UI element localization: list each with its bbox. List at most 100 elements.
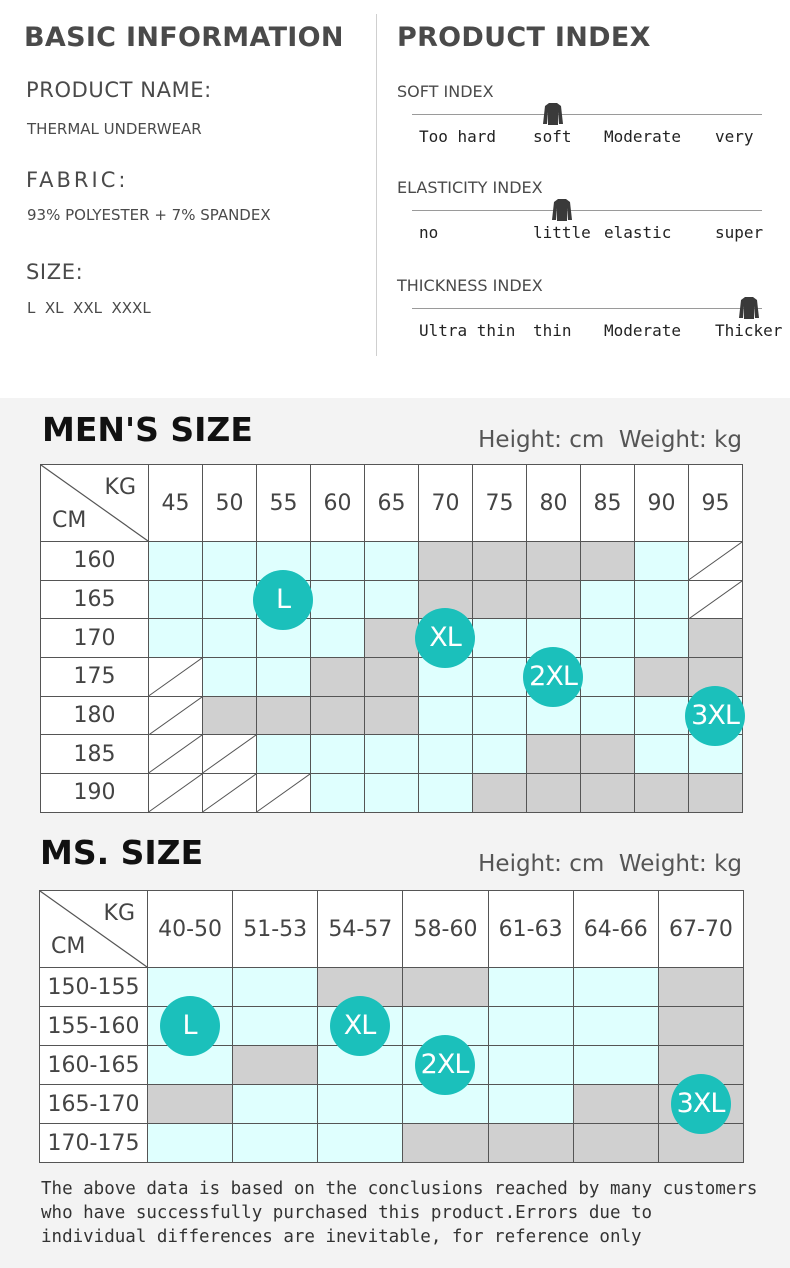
weight-header-cell: 80 [526, 464, 581, 542]
weight-header-cell: 51-53 [232, 890, 319, 968]
weight-header-cell: 45 [148, 464, 203, 542]
weight-header-cell: 40-50 [146, 890, 234, 968]
size-xl-cell [472, 657, 527, 697]
unfit-cell [634, 773, 689, 813]
index-scale-label: elastic [604, 223, 672, 242]
product-name-label: PRODUCT NAME: [26, 78, 212, 102]
size-label: SIZE: [26, 260, 84, 284]
size-2xl-cell [487, 1006, 574, 1046]
size-xl-badge: XL [329, 995, 390, 1056]
table-row: 165 [40, 579, 743, 620]
ms-size-table: KG CM 40-50 51-53 54-57 58-60 61-63 64-66 67-70 1… [39, 890, 745, 1163]
shirt-marker-icon [551, 198, 573, 222]
not-applicable-cell [202, 734, 257, 775]
not-applicable-cell [148, 657, 203, 697]
size-2xl-cell [572, 1006, 659, 1046]
weight-header-cell: 65 [364, 464, 419, 542]
height-header-cell: 185 [40, 734, 149, 775]
size-3xl-badge: 3XL [685, 685, 745, 746]
index-scale-label: Moderate [604, 127, 682, 146]
mens-units: Height: cm Weight: kg [478, 427, 742, 453]
not-applicable-cell [148, 695, 203, 736]
unfit-cell [310, 695, 365, 736]
weight-header-cell: 50 [202, 464, 257, 542]
unfit-cell [364, 657, 419, 697]
index-scale-label: Moderate [604, 321, 682, 340]
size-2xl-cell [580, 618, 635, 659]
weight-header-cell: 90 [634, 464, 689, 542]
size-2xl-cell [572, 967, 659, 1007]
size-2xl-cell [146, 1123, 234, 1163]
not-applicable-cell [256, 773, 311, 813]
height-header-cell: 150-155 [39, 967, 148, 1007]
table-row: 185 [40, 734, 743, 775]
size-l-cell [202, 541, 257, 581]
unfit-cell [310, 657, 365, 697]
size-l-cell [232, 967, 319, 1007]
size-l-cell [310, 579, 365, 620]
weight-header-cell: 58-60 [402, 890, 489, 968]
unfit-cell [402, 1123, 489, 1163]
table-row: 170 [40, 618, 743, 659]
fabric-value: 93% POLYESTER + 7% SPANDEX [27, 206, 271, 224]
table-row: 170-175 [39, 1123, 745, 1163]
size-l-cell [364, 579, 419, 620]
not-applicable-cell [148, 773, 203, 813]
disclaimer-note: The above data is based on the conclusio… [41, 1179, 758, 1247]
size-l-cell [202, 657, 257, 697]
product-name-value: THERMAL UNDERWEAR [27, 120, 202, 138]
size-xl-cell [364, 773, 419, 813]
height-header-cell: 165-170 [39, 1084, 148, 1124]
unfit-cell [572, 1123, 659, 1163]
not-applicable-cell [148, 734, 203, 775]
height-header-cell: 175 [40, 657, 149, 697]
weight-header-cell: 64-66 [572, 890, 659, 968]
table-header-row: KG CM 40-50 51-53 54-57 58-60 61-63 64-66 67-70 [39, 890, 745, 968]
size-2xl-badge: 2XL [414, 1034, 475, 1095]
shirt-marker-icon [738, 296, 760, 320]
corner-kg-label: KG [103, 901, 135, 926]
size-xl-cell [418, 734, 473, 775]
unfit-cell [472, 541, 527, 581]
size-xl-cell [472, 618, 527, 659]
size-l-cell [202, 618, 257, 659]
index-row-title: ELASTICITY INDEX [397, 178, 543, 197]
size-xl-badge: XL [415, 607, 475, 668]
unfit-cell [688, 618, 743, 659]
ms-size-title: MS. SIZE [40, 833, 204, 872]
unfit-cell [146, 1084, 234, 1124]
not-applicable-cell [688, 541, 743, 581]
size-2xl-cell [634, 618, 689, 659]
size-2xl-cell [580, 579, 635, 620]
weight-header-cell: 54-57 [317, 890, 404, 968]
index-scale-label: Too hard [419, 127, 497, 146]
size-2xl-cell [572, 1045, 659, 1085]
index-scale-line [412, 210, 762, 211]
size-2xl-cell [487, 1045, 574, 1085]
weight-header-cell: 61-63 [487, 890, 574, 968]
table-row: 190 [40, 773, 743, 813]
size-2xl-cell [402, 1084, 489, 1124]
corner-kg-label: KG [104, 475, 136, 500]
size-2xl-cell [580, 657, 635, 697]
size-l-badge: L [159, 995, 220, 1056]
size-2xl-cell [634, 541, 689, 581]
size-l-badge: L [253, 569, 313, 630]
unfit-cell [580, 773, 635, 813]
size-xl-cell [310, 773, 365, 813]
index-scale-label: Thicker [715, 321, 783, 340]
fabric-label: FABRIC: [26, 168, 129, 192]
unfit-cell [526, 579, 581, 620]
index-scale-line [412, 308, 762, 309]
height-header-cell: 190 [40, 773, 149, 813]
index-row-title: SOFT INDEX [397, 82, 494, 101]
shirt-marker-icon [542, 102, 564, 126]
product-index-title: PRODUCT INDEX [397, 22, 651, 53]
unfit-cell [657, 1006, 745, 1046]
height-header-cell: 170 [40, 618, 149, 659]
unfit-cell [526, 734, 581, 775]
table-row: 180 [40, 695, 743, 736]
index-row-title: THICKNESS INDEX [397, 276, 543, 295]
weight-header-cell: 55 [256, 464, 311, 542]
height-header-cell: 160 [40, 541, 149, 581]
